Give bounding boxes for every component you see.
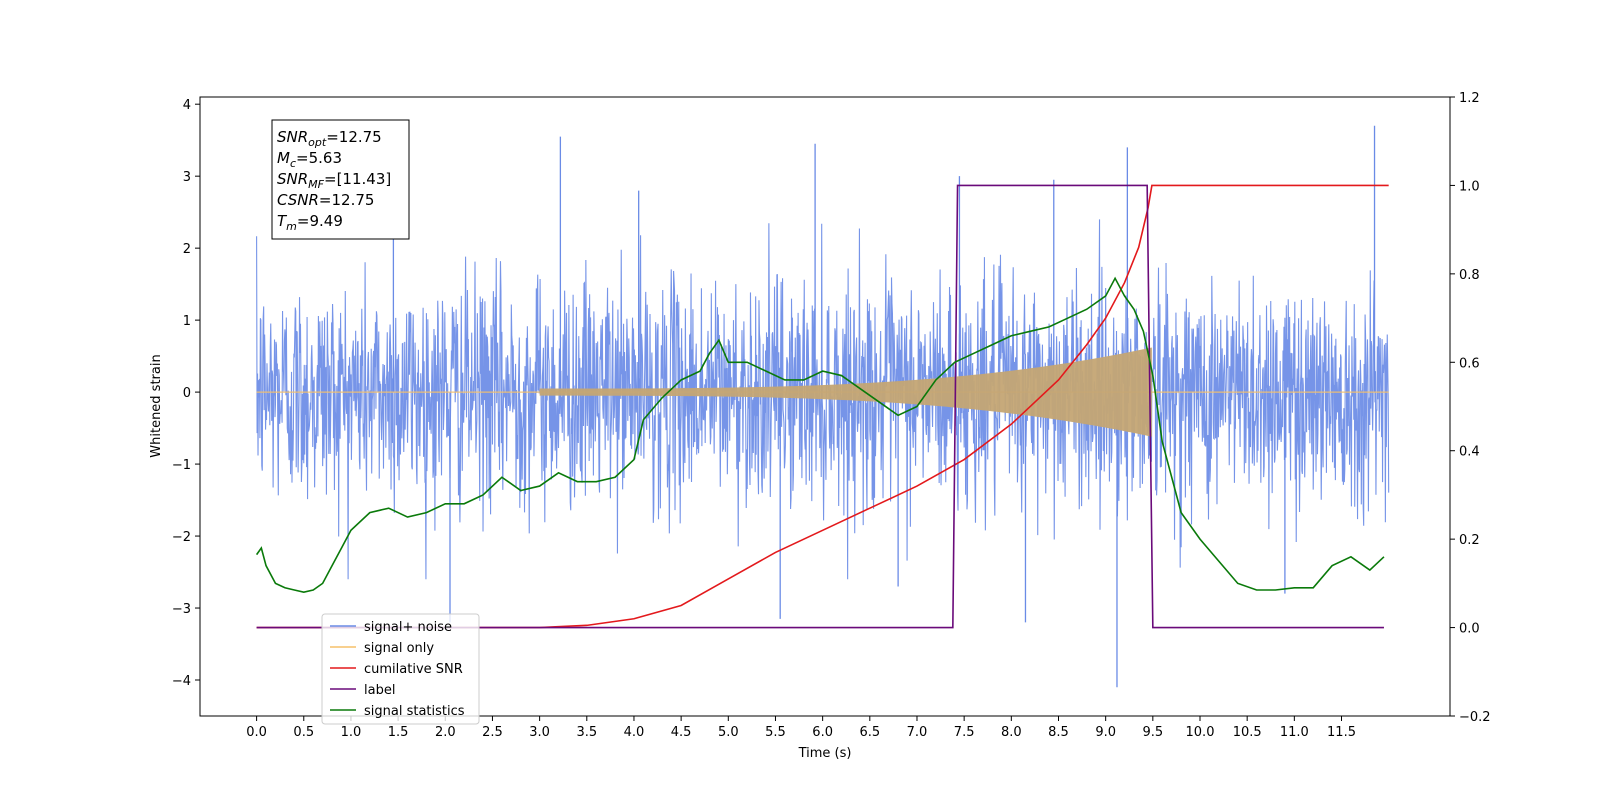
- x-tick-label: 6.0: [812, 725, 833, 740]
- annotation-line: Mc=5.63: [277, 149, 342, 170]
- x-tick-label: 1.0: [341, 725, 362, 740]
- legend-entry: cumilative SNR: [364, 662, 463, 677]
- x-tick-label: 9.0: [1095, 725, 1116, 740]
- x-tick-label: 4.5: [671, 725, 692, 740]
- axes-frame: [199, 96, 1451, 717]
- x-tick-label: 8.5: [1048, 725, 1069, 740]
- y-left-tick-label: −4: [172, 674, 191, 689]
- x-tick-label: 9.5: [1142, 725, 1163, 740]
- legend-entry: signal+ noise: [364, 620, 452, 635]
- y-right-tick-label: 1.2: [1459, 91, 1480, 106]
- annotation-line: SNRMF=[11.43]: [277, 170, 391, 191]
- series-label: [256, 184, 1384, 629]
- y-right-tick-label: 0.8: [1459, 268, 1480, 283]
- x-tick-label: 6.5: [859, 725, 880, 740]
- y-right-tick-label: 0.2: [1459, 533, 1480, 548]
- x-tick-label: 0.0: [246, 725, 267, 740]
- x-tick-label: 10.0: [1186, 725, 1215, 740]
- y-right-tick-label: 0.6: [1459, 356, 1480, 371]
- annotation-box: SNRopt=12.75Mc=5.63SNRMF=[11.43]CSNR=12.…: [271, 119, 410, 240]
- annotation-line: SNRopt=12.75: [277, 128, 382, 149]
- x-tick-label: 11.5: [1327, 725, 1356, 740]
- y-axis-left: −4 −3 −2 −1 0 1 2 3 4: [172, 98, 200, 689]
- legend: signal+ noise signal only cumilative SNR la…: [321, 613, 480, 725]
- y-right-tick-label: 0.0: [1459, 622, 1480, 637]
- x-tick-label: 7.5: [954, 725, 975, 740]
- signal-envelope: [539, 347, 1152, 437]
- x-tick-label: 1.5: [388, 725, 409, 740]
- y-axis-label: Whitened strain: [149, 354, 164, 457]
- x-tick-label: 8.0: [1001, 725, 1022, 740]
- x-tick-label: 4.0: [624, 725, 645, 740]
- x-tick-label: 2.5: [482, 725, 503, 740]
- series-signal-statistics: [255, 276, 1385, 594]
- x-tick-label: 5.5: [765, 725, 786, 740]
- y-left-tick-label: 0: [183, 386, 191, 401]
- y-left-tick-label: −2: [172, 530, 191, 545]
- y-left-tick-label: −3: [172, 602, 191, 617]
- x-axis-label: Time (s): [798, 746, 852, 761]
- x-tick-label: 2.0: [435, 725, 456, 740]
- y-right-tick-label: 1.0: [1459, 179, 1480, 194]
- y-left-tick-label: 3: [183, 170, 191, 185]
- x-tick-label: 3.5: [576, 725, 597, 740]
- x-tick-label: 7.0: [907, 725, 928, 740]
- y-left-tick-label: 2: [183, 242, 191, 257]
- x-axis: 0.0 0.5 1.0 1.5 2.0 2.5 3.0 3.5 4.0 4.5 5.0 5.5 6.0 6…: [246, 716, 1356, 740]
- x-tick-label: 3.0: [529, 725, 550, 740]
- y-left-tick-label: 4: [183, 98, 191, 113]
- legend-entry: label: [364, 683, 395, 698]
- plot-area: [255, 125, 1390, 688]
- x-tick-label: 10.5: [1233, 725, 1262, 740]
- line-path: [255, 276, 1385, 594]
- x-tick-label: 11.0: [1280, 725, 1309, 740]
- line-path: [256, 184, 1389, 629]
- legend-entry: signal statistics: [364, 704, 465, 719]
- x-tick-label: 0.5: [293, 725, 314, 740]
- y-axis-right: −0.2 0.0 0.2 0.4 0.6 0.8 1.0 1.2: [1450, 91, 1491, 725]
- series-cumilative-snr: [256, 184, 1389, 629]
- y-left-tick-label: 1: [183, 314, 191, 329]
- legend-entry: signal only: [364, 641, 434, 656]
- y-right-tick-label: 0.4: [1459, 445, 1480, 460]
- y-right-tick-label: −0.2: [1459, 710, 1491, 725]
- annotation-line: Tm=9.49: [277, 212, 343, 233]
- noise-trace: [256, 219, 1390, 580]
- line-path: [256, 184, 1384, 629]
- series-signal-noise: [256, 125, 1390, 688]
- annotation-frame: [271, 119, 410, 240]
- x-tick-label: 5.0: [718, 725, 739, 740]
- series-signal-only: [256, 347, 1389, 437]
- legend-frame: [321, 613, 480, 725]
- y-left-tick-label: −1: [172, 458, 191, 473]
- annotation-line: CSNR=12.75: [277, 191, 374, 209]
